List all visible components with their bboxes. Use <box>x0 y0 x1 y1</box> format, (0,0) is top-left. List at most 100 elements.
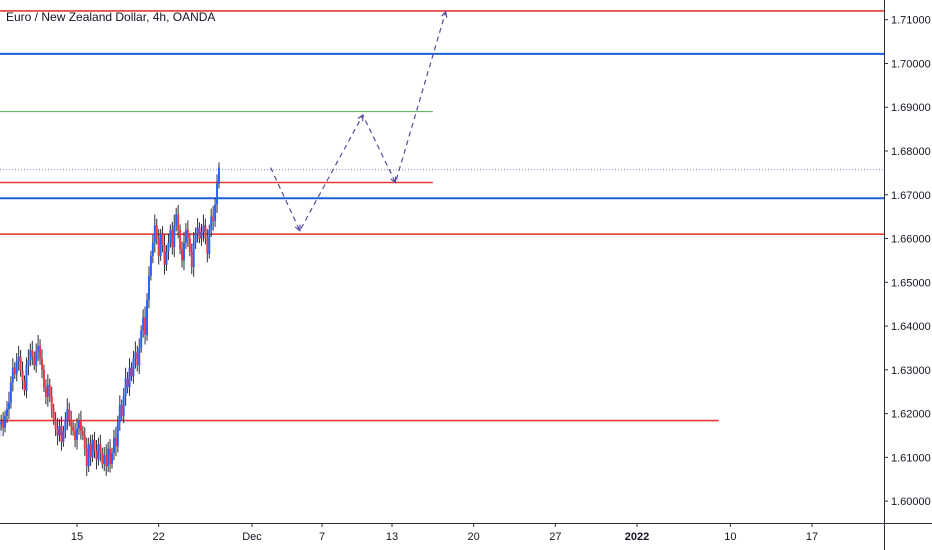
candle-body <box>181 249 184 261</box>
candle-body <box>153 225 156 243</box>
projection-arrowhead <box>390 176 397 184</box>
price-tick-label: 1.63000 <box>891 365 931 377</box>
candle-body <box>33 356 36 366</box>
candle-body <box>101 452 104 464</box>
candle-body <box>138 347 141 366</box>
candle-body <box>169 229 172 243</box>
candle-body <box>62 431 65 443</box>
candle-body <box>177 214 180 230</box>
candle-body <box>216 183 219 205</box>
candle-body <box>83 435 86 449</box>
candle-body <box>19 356 22 371</box>
candle-body <box>130 367 133 377</box>
candle-body <box>11 367 14 383</box>
candle-body <box>48 385 51 397</box>
candle-body <box>146 299 149 335</box>
price-tick-label: 1.64000 <box>891 321 931 333</box>
candle-body <box>77 420 80 429</box>
candle-body <box>50 396 53 410</box>
price-tick-label: 1.69000 <box>891 102 931 114</box>
candle-body <box>165 251 168 265</box>
time-tick-label: Dec <box>242 531 262 543</box>
candle-body <box>190 251 193 267</box>
candle-body <box>208 229 211 254</box>
time-tick-label: 20 <box>468 531 480 543</box>
candle-body <box>42 369 45 388</box>
candle-body <box>184 229 187 243</box>
candle-body <box>25 365 28 391</box>
candle-body <box>85 448 88 467</box>
candle-body <box>27 360 30 366</box>
candle-body <box>81 431 84 436</box>
candle-body <box>212 216 215 222</box>
symbol-title: Euro / New Zealand Dollar, 4h, OANDA <box>6 10 216 24</box>
candle-body <box>97 444 100 460</box>
candle-body <box>112 437 115 453</box>
candle-body <box>76 428 79 440</box>
candle-body <box>91 439 94 458</box>
price-tick-label: 1.60000 <box>891 496 931 508</box>
candle-body <box>202 225 205 232</box>
projection-arrowhead <box>441 10 448 18</box>
candle-body <box>56 428 59 436</box>
candle-body <box>60 425 63 443</box>
candles <box>0 162 220 476</box>
candle-body <box>157 238 160 257</box>
candle-body <box>147 275 150 300</box>
candle-body <box>167 242 170 252</box>
time-tick-label: 10 <box>724 531 736 543</box>
price-tick-label: 1.71000 <box>891 15 931 27</box>
candle-body <box>217 167 220 184</box>
time-tick-label: 7 <box>319 531 325 543</box>
candle-body <box>179 229 182 250</box>
candle-body <box>114 437 117 447</box>
candle-body <box>128 367 131 388</box>
candle-body <box>140 330 143 348</box>
candle-body <box>159 234 162 257</box>
candle-body <box>4 415 7 428</box>
candle-body <box>132 358 135 377</box>
candle-body <box>151 242 154 257</box>
candle-body <box>72 426 75 432</box>
candle-body <box>21 370 24 381</box>
candle-body <box>23 380 26 391</box>
candle-body <box>109 448 112 464</box>
candle-body <box>103 455 106 464</box>
candle-body <box>95 450 98 460</box>
candle-body <box>37 345 40 352</box>
candle-body <box>15 361 18 375</box>
candle-body <box>142 317 145 331</box>
candle-body <box>173 225 176 248</box>
candle-body <box>52 409 55 421</box>
projection-arrowhead <box>357 113 364 122</box>
candle-body <box>93 439 96 451</box>
candle-body <box>124 378 127 397</box>
candle-body <box>163 245 166 265</box>
candle-body <box>196 227 199 235</box>
candle-body <box>35 351 38 366</box>
candle-body <box>64 420 67 432</box>
candle-body <box>149 256 152 276</box>
candle-body <box>192 242 195 267</box>
candle-body <box>54 420 57 429</box>
candle-body <box>210 216 213 230</box>
price-tick-label: 1.70000 <box>891 58 931 70</box>
candle-body <box>107 448 110 467</box>
time-tick-label: 15 <box>71 531 83 543</box>
candle-body <box>214 204 217 222</box>
time-tick-label: 17 <box>806 531 818 543</box>
candle-body <box>31 350 34 357</box>
candle-body <box>74 431 77 440</box>
candle-body <box>39 345 42 359</box>
candle-body <box>0 421 3 425</box>
candle-body <box>2 421 5 428</box>
price-tick-label: 1.67000 <box>891 190 931 202</box>
candle-body <box>155 225 158 239</box>
candle-body <box>161 234 164 246</box>
candle-body <box>171 229 174 248</box>
projection-arrowhead <box>294 224 301 232</box>
time-tick-label: 13 <box>386 531 398 543</box>
price-tick-label: 1.65000 <box>891 277 931 289</box>
